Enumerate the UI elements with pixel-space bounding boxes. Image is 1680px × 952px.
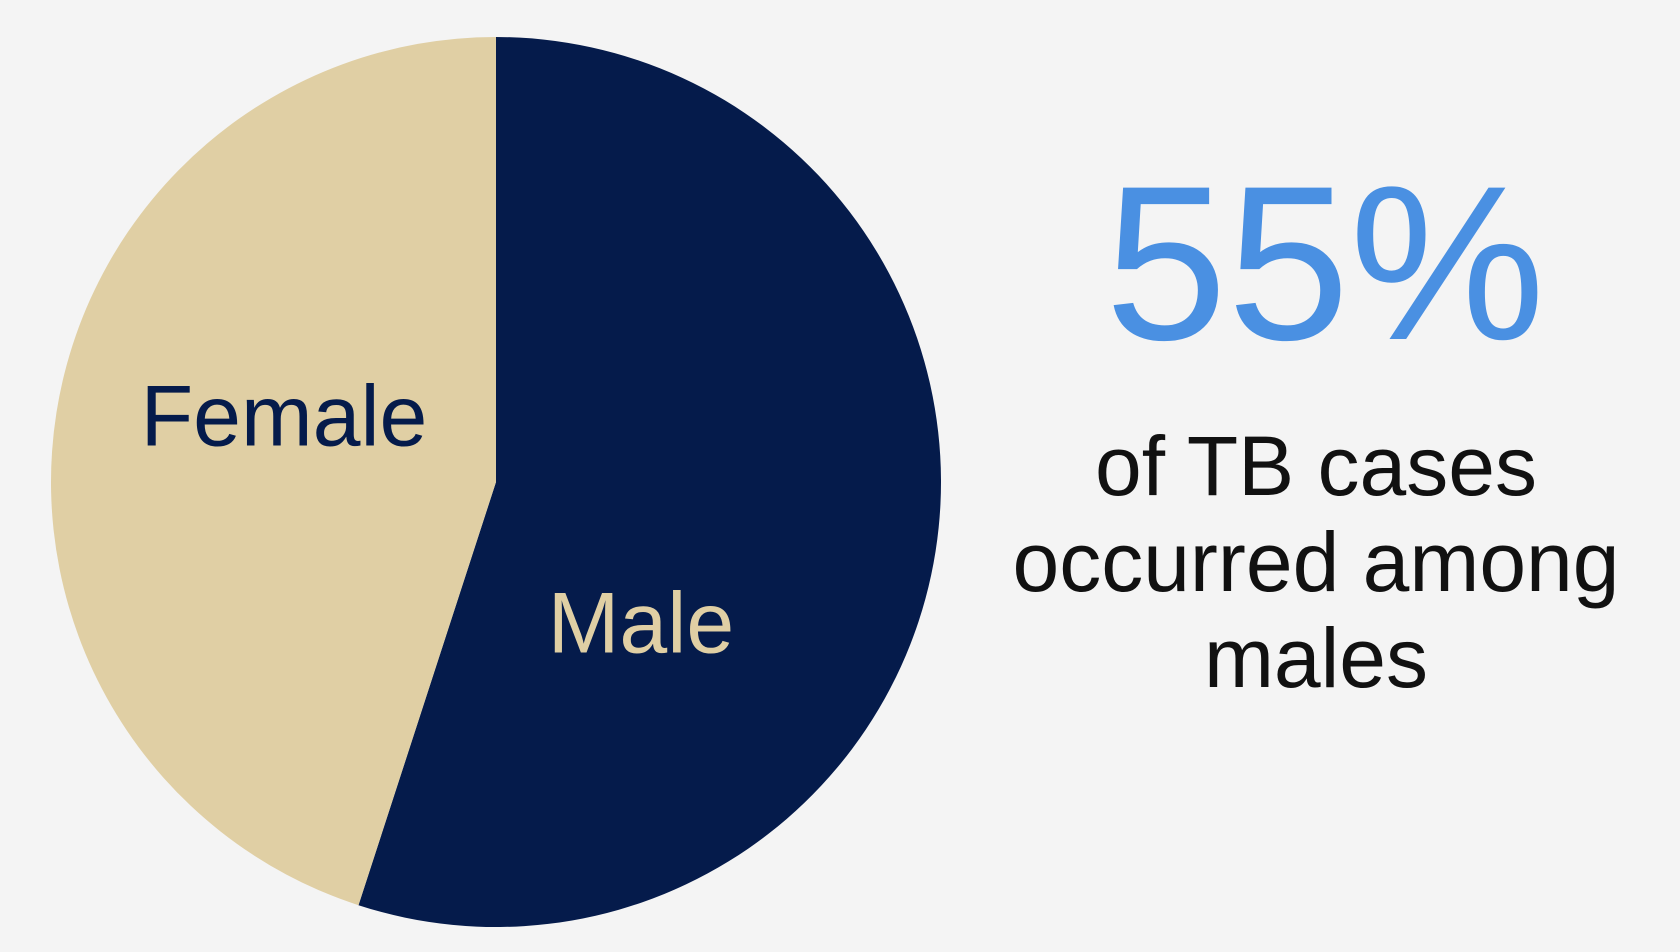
slice-label: Female bbox=[141, 369, 428, 465]
slice-label: Male bbox=[548, 576, 734, 672]
pie-slice bbox=[51, 37, 496, 906]
headline-value: 55% bbox=[1105, 140, 1545, 386]
caption: of TB cases occurred among males bbox=[1012, 419, 1620, 705]
pie-slice bbox=[358, 37, 942, 928]
